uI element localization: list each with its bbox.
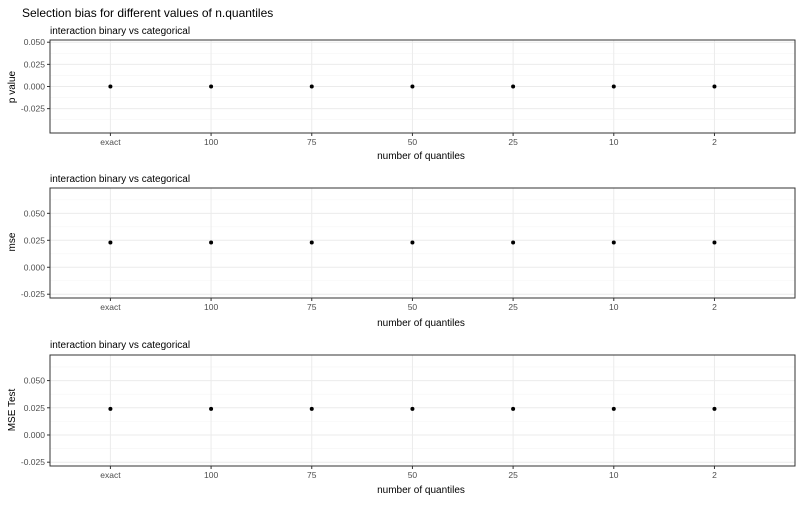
x-axis-title: number of quantiles bbox=[377, 151, 465, 162]
main-title: Selection bias for different values of n… bbox=[22, 6, 273, 20]
data-point bbox=[410, 84, 415, 89]
data-point bbox=[309, 406, 314, 411]
data-point bbox=[410, 406, 415, 411]
x-tick-label: 2 bbox=[712, 470, 717, 480]
data-point bbox=[309, 240, 314, 245]
x-tick-label: 10 bbox=[609, 470, 619, 480]
x-axis-title: number of quantiles bbox=[377, 485, 465, 496]
y-tick-label: -0.025 bbox=[21, 457, 45, 467]
x-tick-label: 100 bbox=[204, 302, 218, 312]
panel-border bbox=[49, 187, 796, 299]
y-tick-label: 0.050 bbox=[24, 376, 46, 386]
data-point bbox=[209, 240, 214, 245]
data-point bbox=[611, 84, 616, 89]
data-point bbox=[309, 84, 314, 89]
y-axis-title: p value bbox=[7, 70, 18, 103]
x-tick-label: 10 bbox=[609, 302, 619, 312]
data-point bbox=[712, 240, 717, 245]
data-point bbox=[108, 84, 113, 89]
x-tick-label: 25 bbox=[508, 302, 518, 312]
y-tick-label: -0.025 bbox=[21, 289, 45, 299]
y-tick-label: 0.025 bbox=[24, 59, 46, 69]
data-point bbox=[712, 84, 717, 89]
x-tick-label: 10 bbox=[609, 137, 619, 147]
x-tick-label: 75 bbox=[307, 470, 317, 480]
y-tick-label: 0.000 bbox=[24, 262, 46, 272]
data-point bbox=[410, 240, 415, 245]
x-tick-label: 50 bbox=[408, 302, 418, 312]
y-tick-label: 0.050 bbox=[24, 37, 46, 47]
data-point bbox=[209, 84, 214, 89]
x-tick-label: 100 bbox=[204, 137, 218, 147]
x-tick-label: 25 bbox=[508, 137, 518, 147]
x-tick-label: 75 bbox=[307, 302, 317, 312]
data-point bbox=[511, 84, 516, 89]
panel-subtitle: interaction binary vs categorical bbox=[50, 26, 190, 37]
y-axis-title: MSE Test bbox=[7, 388, 18, 431]
y-tick-label: 0.050 bbox=[24, 208, 46, 218]
x-tick-label: 100 bbox=[204, 470, 218, 480]
x-tick-label: exact bbox=[100, 137, 121, 147]
data-point bbox=[511, 240, 516, 245]
data-point bbox=[611, 240, 616, 245]
data-point bbox=[209, 406, 214, 411]
x-tick-label: 25 bbox=[508, 470, 518, 480]
data-point bbox=[712, 406, 717, 411]
x-axis-title: number of quantiles bbox=[377, 318, 465, 329]
panel-border bbox=[49, 354, 796, 467]
x-tick-label: 2 bbox=[712, 302, 717, 312]
data-point bbox=[611, 406, 616, 411]
panel-mse: interaction binary vs categorical mse nu… bbox=[7, 174, 796, 329]
x-tick-label: exact bbox=[100, 470, 121, 480]
y-tick-label: 0.025 bbox=[24, 403, 46, 413]
y-tick-label: 0.000 bbox=[24, 430, 46, 440]
y-tick-label: 0.000 bbox=[24, 82, 46, 92]
data-point bbox=[511, 406, 516, 411]
x-tick-label: 50 bbox=[408, 470, 418, 480]
x-tick-label: 2 bbox=[712, 137, 717, 147]
panel-p-value: interaction binary vs categorical p valu… bbox=[7, 26, 796, 162]
x-tick-label: 50 bbox=[408, 137, 418, 147]
data-point bbox=[108, 240, 113, 245]
y-axis-title: mse bbox=[7, 232, 18, 251]
data-point bbox=[108, 406, 113, 411]
x-tick-label: exact bbox=[100, 302, 121, 312]
y-tick-label: -0.025 bbox=[21, 104, 45, 114]
panel-subtitle: interaction binary vs categorical bbox=[50, 340, 190, 351]
panel-border bbox=[49, 39, 796, 134]
panel-subtitle: interaction binary vs categorical bbox=[50, 174, 190, 185]
y-tick-label: 0.025 bbox=[24, 235, 46, 245]
x-tick-label: 75 bbox=[307, 137, 317, 147]
panel-mse-test: interaction binary vs categorical MSE Te… bbox=[7, 340, 796, 496]
